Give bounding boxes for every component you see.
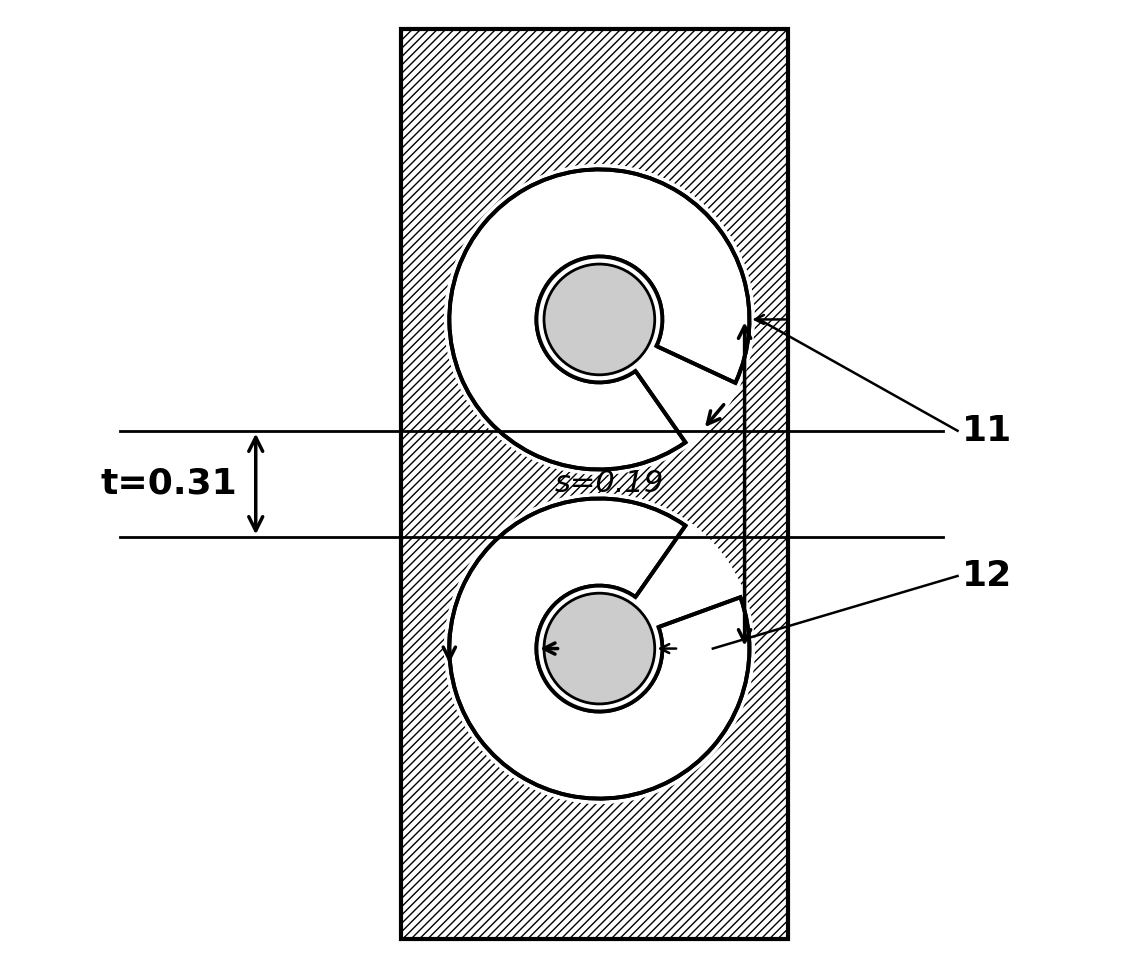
Circle shape (536, 586, 663, 711)
Text: 11: 11 (962, 413, 1012, 448)
Circle shape (544, 264, 655, 375)
Text: t=0.31: t=0.31 (101, 467, 238, 501)
Text: 12: 12 (962, 559, 1012, 593)
Wedge shape (449, 499, 750, 799)
Circle shape (536, 257, 663, 382)
Circle shape (444, 165, 754, 474)
Circle shape (544, 593, 655, 704)
Circle shape (444, 494, 754, 803)
Bar (402, 29, 788, 939)
Text: s=0.19: s=0.19 (554, 469, 664, 499)
Wedge shape (449, 169, 750, 469)
